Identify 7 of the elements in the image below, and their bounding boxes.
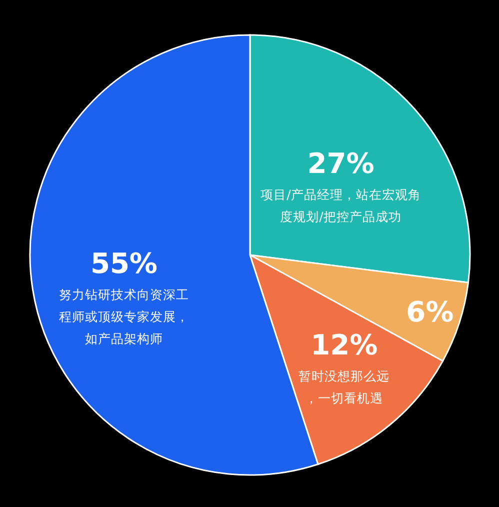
data-label: 27%: [307, 146, 374, 180]
data-label: 6%: [406, 295, 454, 328]
slice-label: 暂时没想那么远，一切看机遇: [298, 368, 390, 406]
data-label: 12%: [310, 328, 378, 362]
slice-label: 项目/产品经理，站在宏观角度规划/把控产品成功: [260, 186, 421, 224]
slice-label: 努力钻研技术向资深工程师或顶级专家发展，如产品架构师: [58, 286, 189, 346]
data-label: 55%: [90, 246, 158, 280]
